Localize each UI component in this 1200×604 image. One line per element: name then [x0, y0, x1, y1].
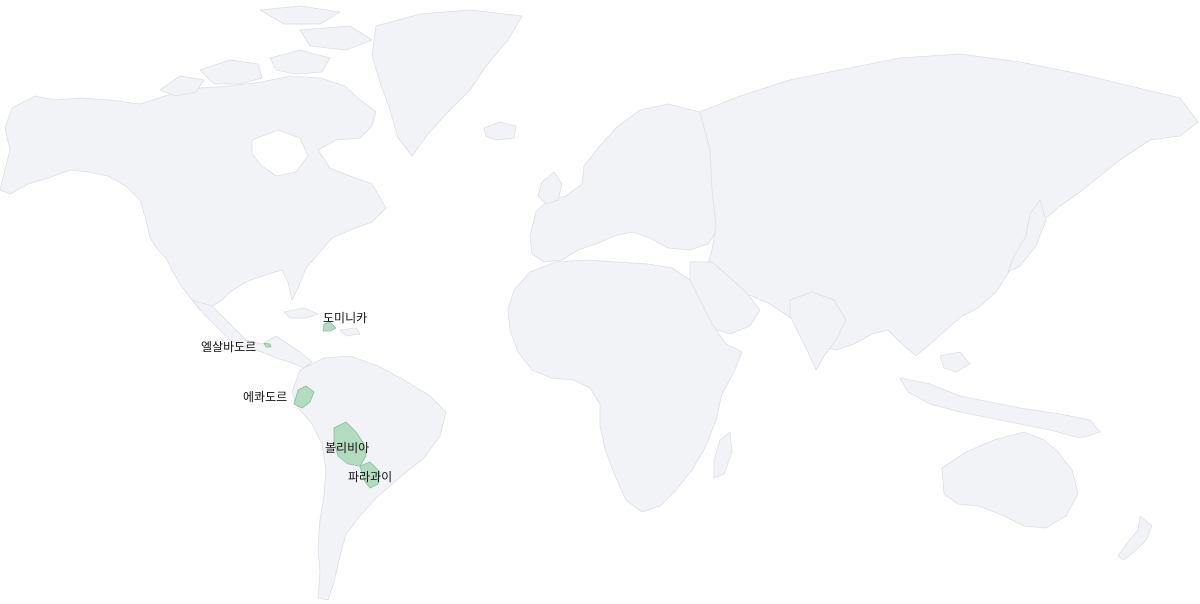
- land-masses: [0, 5, 1199, 601]
- country-el-salvador[interactable]: [263, 342, 272, 348]
- southeast-asia-islands: [899, 351, 1101, 439]
- label-ecuador: 에콰도르: [243, 390, 287, 404]
- iceland: [483, 121, 517, 141]
- country-bolivia[interactable]: [333, 421, 367, 467]
- madagascar: [713, 431, 733, 479]
- country-labels: 도미니카 엘살바도르 에콰도르 볼리비아 파라과이: [201, 311, 392, 484]
- label-el-salvador: 엘살바도르: [201, 340, 256, 354]
- greenland: [371, 9, 523, 157]
- label-paraguay: 파라과이: [348, 470, 392, 484]
- arctic-islands: [159, 5, 373, 97]
- british-isles: [537, 171, 563, 205]
- highlighted-countries: [263, 321, 381, 489]
- hudson-bay: [251, 129, 309, 177]
- asia: [699, 53, 1199, 357]
- india: [789, 291, 847, 371]
- central-america: [191, 299, 313, 369]
- japan: [1007, 199, 1047, 273]
- new-zealand: [1117, 515, 1153, 561]
- country-ecuador[interactable]: [293, 385, 315, 409]
- north-america: [0, 75, 387, 311]
- label-bolivia: 볼리비아: [325, 441, 369, 455]
- country-paraguay[interactable]: [359, 461, 381, 489]
- australia: [941, 431, 1079, 529]
- caribbean: [283, 307, 361, 337]
- label-dominican-republic: 도미니카: [323, 311, 367, 325]
- africa: [507, 259, 743, 513]
- country-dominican-republic[interactable]: [322, 321, 337, 332]
